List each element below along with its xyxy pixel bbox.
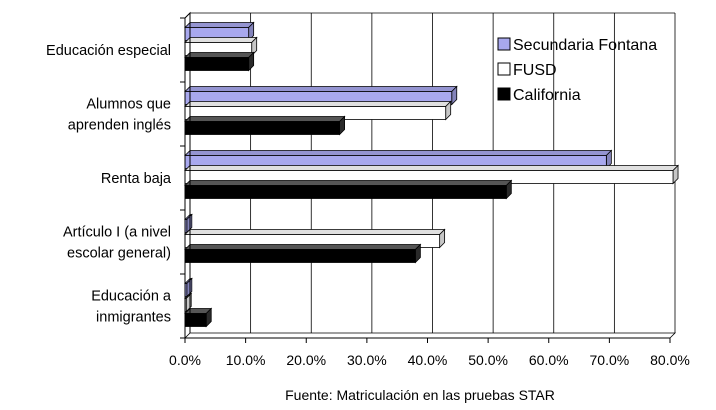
bar — [184, 51, 255, 72]
x-tick-label: 60.0% — [529, 352, 569, 368]
category-label: Renta baja — [101, 171, 172, 187]
x-tick-label: 80.0% — [650, 352, 690, 368]
category-label: Alumnos que aprenden inglés — [68, 97, 171, 134]
legend-item: Secundaria Fontana — [497, 37, 657, 54]
legend-label: California — [513, 87, 581, 104]
x-tick-label: 20.0% — [286, 352, 326, 368]
axes — [180, 11, 676, 343]
x-tick-label: 40.0% — [408, 352, 448, 368]
plot-floor — [184, 332, 676, 339]
x-tick-labels: 0.0% 10.0% 20.0% 30.0% 40.0% 50.0% 60.0% 70.0% 8… — [169, 352, 690, 368]
bars — [184, 21, 679, 328]
x-tick-label: 70.0% — [590, 352, 630, 368]
legend: Secundaria Fontana FUSD California — [497, 37, 657, 104]
category-labels: Educación especial Alumnos que aprenden in… — [46, 43, 172, 326]
x-tick-label: 50.0% — [468, 352, 508, 368]
category-label: Artículo I (a nivel escolar general) — [63, 225, 171, 262]
category-label: Educación especial — [46, 43, 171, 59]
x-tick-label: 30.0% — [347, 352, 387, 368]
legend-swatch — [497, 87, 511, 101]
legend-label: FUSD — [513, 62, 557, 79]
category-label: Educación a inmigrantes — [91, 289, 172, 326]
bar — [184, 243, 422, 264]
legend-label: Secundaria Fontana — [513, 37, 657, 54]
y-axis — [184, 11, 191, 338]
x-tick-label: 0.0% — [169, 352, 201, 368]
legend-swatch — [497, 62, 511, 76]
legend-item: California — [497, 87, 581, 104]
bar — [184, 277, 193, 298]
source-note: Fuente: Matriculación en las pruebas STA… — [285, 387, 555, 403]
bar — [184, 115, 346, 136]
legend-swatch — [497, 37, 511, 51]
bar — [184, 307, 213, 328]
bar — [184, 179, 513, 200]
x-tick-label: 10.0% — [226, 352, 266, 368]
legend-item: FUSD — [497, 62, 557, 79]
